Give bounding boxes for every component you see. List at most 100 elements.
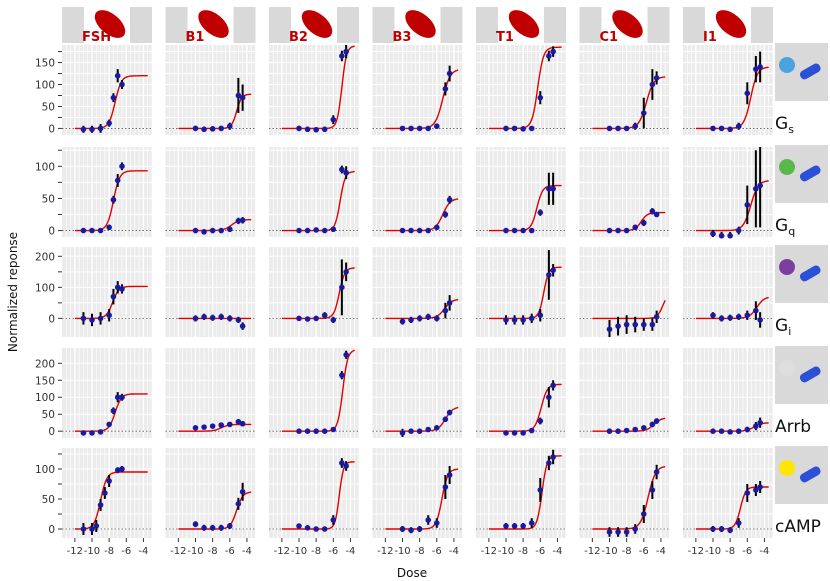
data-point bbox=[235, 218, 242, 224]
data-point bbox=[97, 125, 104, 132]
data-point bbox=[640, 321, 647, 328]
panel-B3-row-5 bbox=[372, 448, 463, 538]
y-tick-label: 50 bbox=[42, 193, 55, 205]
data-point bbox=[718, 315, 725, 322]
y-tick-label: 50 bbox=[42, 409, 55, 421]
data-point bbox=[753, 66, 759, 72]
panel-T1-row-3 bbox=[476, 247, 567, 337]
data-point bbox=[304, 428, 311, 435]
data-point bbox=[80, 526, 87, 532]
data-point bbox=[218, 227, 225, 234]
panel-bg bbox=[579, 448, 670, 538]
data-point bbox=[97, 315, 104, 322]
data-point bbox=[550, 382, 556, 389]
y-tick-label: 200 bbox=[35, 251, 55, 263]
data-point bbox=[209, 314, 216, 321]
data-point bbox=[446, 300, 453, 306]
data-point bbox=[546, 394, 552, 401]
x-tick-label: -10 bbox=[601, 546, 617, 557]
data-point bbox=[313, 315, 319, 322]
data-point bbox=[106, 224, 112, 231]
x-tick-label: -10 bbox=[394, 546, 410, 557]
receptor-icon bbox=[779, 259, 795, 275]
data-point bbox=[632, 224, 639, 231]
panel-bg bbox=[579, 247, 670, 337]
column-label: FSH bbox=[82, 30, 111, 45]
panel-FSH-row-5 bbox=[62, 448, 153, 538]
data-point bbox=[408, 125, 414, 132]
data-point bbox=[408, 317, 414, 323]
panel-FSH-row-3 bbox=[62, 247, 153, 337]
data-point bbox=[546, 460, 552, 466]
x-tick-label: -6 bbox=[432, 546, 442, 557]
y-tick-label: 0 bbox=[48, 313, 55, 325]
data-point bbox=[399, 430, 406, 436]
y-tick-label: 200 bbox=[35, 358, 55, 370]
fit-curve bbox=[74, 75, 148, 130]
data-point bbox=[416, 526, 423, 532]
data-point bbox=[296, 315, 302, 322]
ligand-icon bbox=[715, 10, 747, 38]
y-tick-label: 100 bbox=[35, 161, 55, 173]
data-point bbox=[744, 312, 751, 319]
panel-bg bbox=[372, 147, 463, 237]
data-point bbox=[97, 429, 104, 435]
x-tick-label: -6 bbox=[535, 546, 545, 557]
data-point bbox=[537, 487, 544, 493]
data-point bbox=[606, 125, 613, 132]
data-point bbox=[119, 466, 125, 472]
data-point bbox=[209, 126, 216, 132]
data-point bbox=[235, 418, 242, 425]
data-point bbox=[446, 70, 453, 77]
data-point bbox=[93, 523, 100, 529]
data-point bbox=[304, 227, 311, 234]
column-label: C1 bbox=[600, 30, 619, 45]
data-point bbox=[744, 90, 751, 97]
data-point bbox=[408, 527, 414, 533]
column-label: T1 bbox=[496, 30, 514, 45]
data-point bbox=[511, 523, 518, 529]
data-point bbox=[649, 487, 656, 493]
data-point bbox=[735, 428, 742, 435]
fit-curve bbox=[178, 423, 252, 432]
panel-FSH-row-2 bbox=[62, 147, 153, 237]
data-point bbox=[106, 120, 112, 126]
data-point bbox=[235, 317, 242, 323]
data-point bbox=[114, 394, 121, 401]
data-point bbox=[192, 521, 199, 527]
data-point bbox=[537, 418, 544, 424]
data-point bbox=[304, 126, 311, 133]
data-point bbox=[425, 517, 432, 523]
data-point bbox=[330, 226, 337, 233]
data-point bbox=[433, 425, 440, 431]
y-tick-label: 50 bbox=[42, 101, 55, 113]
x-tick-label: -8 bbox=[208, 546, 218, 557]
x-tick-label: -10 bbox=[705, 546, 721, 557]
ligand-icon bbox=[94, 10, 126, 38]
data-point bbox=[623, 321, 630, 328]
data-point bbox=[757, 182, 763, 189]
data-point bbox=[606, 326, 613, 333]
x-tick-label: -6 bbox=[225, 546, 235, 557]
data-point bbox=[218, 125, 225, 132]
data-point bbox=[192, 125, 199, 132]
panel-B3-row-3 bbox=[372, 247, 463, 337]
data-point bbox=[757, 419, 763, 426]
data-point bbox=[114, 284, 121, 291]
data-point bbox=[744, 426, 751, 433]
receptor-icon bbox=[779, 360, 795, 376]
data-point bbox=[653, 211, 660, 218]
data-point bbox=[735, 520, 742, 526]
data-point bbox=[537, 94, 544, 101]
data-point bbox=[330, 426, 337, 433]
x-tick-label: -12 bbox=[584, 546, 600, 557]
data-point bbox=[239, 217, 246, 224]
panel-bg bbox=[62, 147, 152, 237]
y-tick-label: 100 bbox=[35, 392, 55, 404]
y-axes: 0 50 100 150 0 50 100 0 100 200 0 50 100 150 200 0 50 100 bbox=[35, 51, 62, 536]
data-point bbox=[110, 293, 117, 300]
x-tick-label: -6 bbox=[328, 546, 338, 557]
x-tick-label: -12 bbox=[170, 546, 186, 557]
data-point bbox=[80, 315, 87, 322]
